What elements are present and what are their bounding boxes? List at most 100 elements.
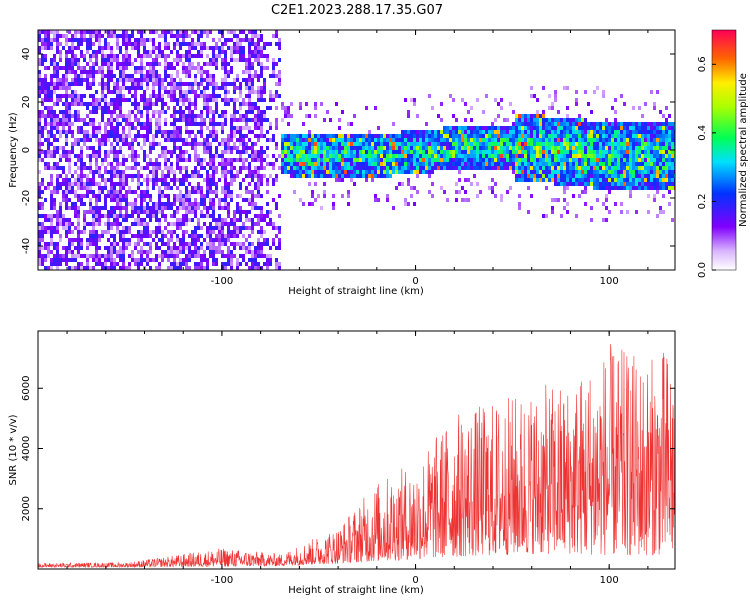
heatmap-cell <box>590 158 593 162</box>
heatmap-cell <box>98 218 101 222</box>
heatmap-cell <box>347 158 350 162</box>
heatmap-cell <box>143 138 146 142</box>
heatmap-cell <box>320 102 323 106</box>
heatmap-cell <box>548 94 551 98</box>
heatmap-cell <box>62 94 65 98</box>
heatmap-cell <box>131 46 134 50</box>
heatmap-cell <box>83 38 86 42</box>
heatmap-cell <box>236 138 239 142</box>
heatmap-cell <box>80 126 83 130</box>
heatmap-cell <box>467 166 470 170</box>
heatmap-cell <box>449 138 452 142</box>
heatmap-cell <box>557 182 560 186</box>
heatmap-cell <box>551 118 554 122</box>
heatmap-cell <box>269 174 272 178</box>
heatmap-cell <box>656 182 659 186</box>
heatmap-cell <box>407 110 410 114</box>
heatmap-cell <box>176 42 179 46</box>
heatmap-cell <box>71 66 74 70</box>
heatmap-cell <box>464 162 467 166</box>
heatmap-cell <box>47 30 50 34</box>
heatmap-cell <box>191 66 194 70</box>
heatmap-cell <box>401 182 404 186</box>
heatmap-cell <box>302 138 305 142</box>
heatmap-cell <box>416 134 419 138</box>
heatmap-cell <box>140 122 143 126</box>
heatmap-cell <box>71 186 74 190</box>
heatmap-cell <box>464 118 467 122</box>
heatmap-cell <box>275 74 278 78</box>
heatmap-cell <box>278 230 281 234</box>
heatmap-cell <box>170 82 173 86</box>
heatmap-cell <box>194 174 197 178</box>
heatmap-cell <box>113 262 116 266</box>
heatmap-cell <box>107 190 110 194</box>
heatmap-cell <box>407 150 410 154</box>
heatmap-cell <box>212 246 215 250</box>
heatmap-cell <box>74 246 77 250</box>
heatmap-cell <box>404 154 407 158</box>
heatmap-cell <box>65 234 68 238</box>
heatmap-cell <box>236 98 239 102</box>
heatmap-cell <box>545 138 548 142</box>
heatmap-cell <box>110 170 113 174</box>
heatmap-cell <box>632 150 635 154</box>
heatmap-cell <box>140 238 143 242</box>
heatmap-cell <box>524 122 527 126</box>
heatmap-cell <box>77 178 80 182</box>
heatmap-cell <box>263 54 266 58</box>
heatmap-cell <box>119 62 122 66</box>
heatmap-cell <box>119 170 122 174</box>
heatmap-cell <box>158 190 161 194</box>
heatmap-cell <box>251 258 254 262</box>
heatmap-cell <box>104 178 107 182</box>
heatmap-cell <box>563 182 566 186</box>
heatmap-cell <box>107 90 110 94</box>
heatmap-cell <box>56 266 59 270</box>
heatmap-cell <box>209 62 212 66</box>
heatmap-cell <box>200 134 203 138</box>
heatmap-cell <box>197 62 200 66</box>
heatmap-cell <box>629 130 632 134</box>
heatmap-cell <box>122 154 125 158</box>
heatmap-cell <box>149 98 152 102</box>
heatmap-cell <box>182 178 185 182</box>
heatmap-cell <box>224 118 227 122</box>
heatmap-cell <box>167 266 170 270</box>
heatmap-cell <box>290 146 293 150</box>
heatmap-cell <box>56 114 59 118</box>
heatmap-cell <box>161 242 164 246</box>
heatmap-cell <box>164 150 167 154</box>
heatmap-cell <box>158 110 161 114</box>
heatmap-cell <box>608 186 611 190</box>
heatmap-cell <box>206 170 209 174</box>
heatmap-cell <box>41 134 44 138</box>
heatmap-cell <box>524 134 527 138</box>
heatmap-cell <box>551 210 554 214</box>
heatmap-cell <box>518 134 521 138</box>
heatmap-cell <box>194 142 197 146</box>
heatmap-cell <box>101 206 104 210</box>
heatmap-cell <box>503 158 506 162</box>
heatmap-cell <box>605 178 608 182</box>
heatmap-cell <box>518 130 521 134</box>
heatmap-cell <box>443 142 446 146</box>
heatmap-cell <box>173 122 176 126</box>
heatmap-cell <box>632 170 635 174</box>
heatmap-cell <box>182 194 185 198</box>
heatmap-cell <box>194 78 197 82</box>
heatmap-cell <box>563 170 566 174</box>
heatmap-cell <box>308 114 311 118</box>
heatmap-cell <box>386 142 389 146</box>
heatmap-cell <box>53 242 56 246</box>
heatmap-cell <box>593 154 596 158</box>
heatmap-cell <box>620 126 623 130</box>
heatmap-cell <box>260 210 263 214</box>
heatmap-cell <box>614 126 617 130</box>
heatmap-cell <box>230 70 233 74</box>
heatmap-cell <box>326 134 329 138</box>
heatmap-cell <box>233 118 236 122</box>
heatmap-cell <box>476 98 479 102</box>
heatmap-cell <box>89 254 92 258</box>
heatmap-cell <box>533 118 536 122</box>
